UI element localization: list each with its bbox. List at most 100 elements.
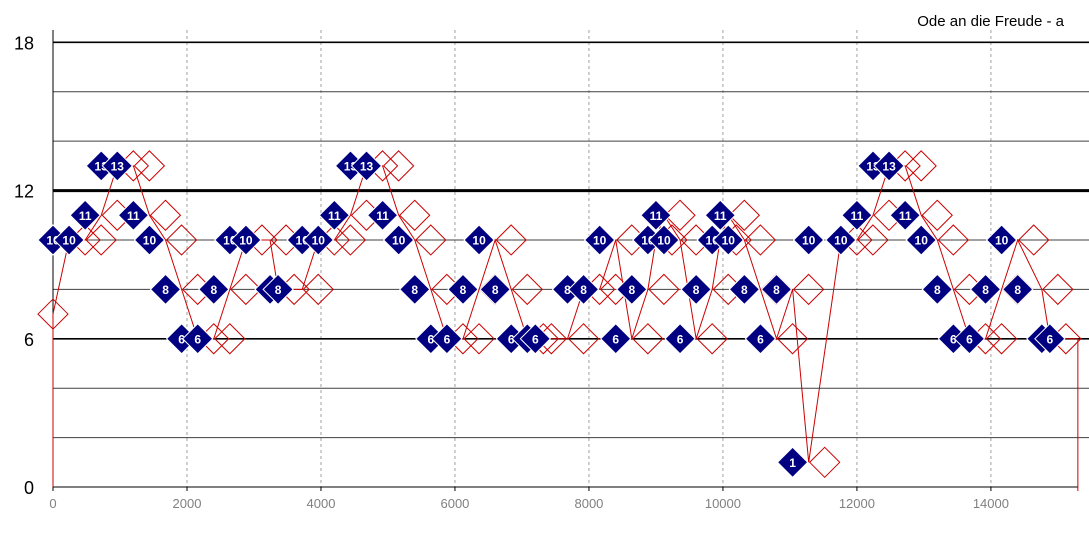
note-marker	[792, 224, 825, 256]
note-marker	[463, 224, 495, 256]
outline-diamond	[744, 224, 777, 256]
outline-diamond	[857, 224, 889, 256]
note-label: 10	[593, 233, 607, 247]
note-label: 8	[773, 283, 780, 297]
note-marker	[149, 273, 182, 306]
x-tick-label: 6000	[440, 496, 469, 511]
outline-diamond	[905, 150, 937, 182]
note-label: 8	[580, 283, 587, 297]
outline-diamond	[382, 150, 415, 182]
note-marker	[262, 273, 294, 306]
outline-diamond	[511, 273, 543, 306]
outline-diamond	[921, 199, 953, 231]
note-marker	[744, 323, 777, 355]
note-label: 6	[677, 332, 684, 346]
outline-diamond	[495, 224, 527, 256]
outline-diamond	[334, 224, 367, 256]
note-marker	[728, 273, 761, 306]
note-label: 10	[722, 233, 736, 247]
note-label: 13	[882, 159, 896, 173]
note-markers: 1010111313111086681010881010111313111086…	[37, 150, 1066, 479]
outline-diamond	[165, 224, 198, 256]
chart-title: Ode an die Freude - a	[917, 13, 1064, 30]
note-label: 6	[1047, 332, 1054, 346]
note-marker	[616, 273, 648, 306]
note-label: 10	[834, 233, 848, 247]
note-marker	[53, 224, 85, 256]
outline-diamond	[214, 323, 246, 355]
outline-diamond	[1017, 224, 1050, 256]
note-label: 10	[62, 233, 76, 247]
note-marker	[825, 224, 857, 256]
outline-diamond	[632, 323, 664, 355]
note-label: 8	[982, 283, 989, 297]
note-label: 1	[789, 456, 796, 470]
note-marker	[889, 199, 921, 231]
note-marker	[921, 273, 954, 306]
note-label: 10	[312, 233, 326, 247]
note-marker	[1001, 273, 1034, 306]
note-marker	[704, 199, 736, 231]
note-marker	[841, 199, 873, 231]
note-marker	[905, 224, 937, 256]
note-marker	[479, 273, 511, 306]
note-label: 11	[714, 209, 727, 223]
y-tick-label: 0	[24, 478, 34, 498]
note-label: 11	[376, 209, 389, 223]
outline-diamond	[302, 273, 334, 306]
note-marker	[302, 224, 335, 256]
x-tick-label: 12000	[839, 496, 875, 511]
outline-diamonds	[37, 150, 1082, 479]
note-label: 10	[657, 233, 671, 247]
note-label: 8	[1014, 283, 1021, 297]
note-marker	[366, 199, 399, 231]
outline-diamond	[37, 298, 69, 330]
note-marker	[198, 273, 230, 306]
note-label: 8	[162, 283, 169, 297]
note-marker	[760, 273, 793, 306]
note-label: 13	[360, 159, 374, 173]
x-tick-label: 8000	[574, 496, 603, 511]
x-tick-label: 2000	[173, 496, 202, 511]
note-marker	[181, 323, 214, 355]
outline-diamond	[230, 273, 262, 306]
note-marker	[985, 224, 1018, 256]
y-tick-label: 12	[14, 182, 34, 202]
note-marker	[318, 199, 351, 231]
note-marker	[969, 273, 1002, 306]
x-tick-label: 4000	[307, 496, 336, 511]
outline-diamond	[415, 224, 447, 256]
note-label: 11	[650, 209, 663, 223]
note-marker	[583, 224, 616, 256]
y-axis-ticks: 0 6 12 18	[14, 33, 34, 498]
x-tick-label: 10000	[705, 496, 741, 511]
note-label: 8	[628, 283, 635, 297]
grid	[52, 30, 1089, 488]
note-label: 8	[275, 283, 282, 297]
outline-diamond	[567, 323, 600, 355]
outline-diamond	[648, 273, 680, 306]
note-label: 11	[851, 209, 864, 223]
note-marker	[117, 199, 150, 231]
note-label: 10	[392, 233, 406, 247]
note-marker	[350, 150, 383, 182]
note-marker	[567, 273, 600, 306]
note-label: 8	[693, 283, 700, 297]
note-label: 6	[178, 332, 185, 346]
note-label: 10	[143, 233, 157, 247]
note-marker	[101, 150, 134, 182]
note-marker	[640, 199, 672, 231]
outline-diamond	[1042, 273, 1074, 306]
note-label: 6	[950, 332, 957, 346]
note-label: 10	[915, 233, 929, 247]
outline-diamond	[808, 446, 841, 479]
x-tick-label: 14000	[973, 496, 1009, 511]
note-label: 8	[564, 283, 571, 297]
x-tick-label: 0	[49, 496, 56, 511]
note-marker	[447, 273, 479, 306]
note-marker	[680, 273, 712, 306]
note-label: 8	[210, 283, 217, 297]
note-label: 6	[427, 332, 434, 346]
note-marker	[431, 323, 463, 355]
outline-diamond	[985, 323, 1018, 355]
